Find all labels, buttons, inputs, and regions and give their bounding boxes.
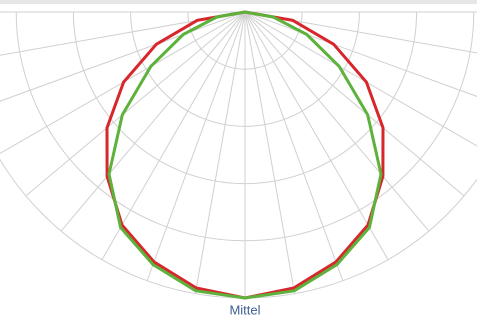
grid-spoke: [244, 11, 344, 281]
grid-spoke: [244, 11, 477, 147]
grid-spoke: [25, 11, 246, 197]
grid-spoke: [244, 11, 389, 260]
grid-ring: [0, 158, 477, 299]
grid-spoke: [146, 11, 246, 281]
grid-spoke: [244, 11, 465, 197]
grid-spoke: [101, 11, 246, 260]
grid-spoke: [194, 11, 246, 294]
grid-spoke: [60, 11, 246, 232]
intensity-curve: [107, 10, 383, 300]
grid-spoke: [244, 11, 477, 97]
grid-spoke: [0, 11, 246, 102]
grid-spoke: [244, 11, 296, 294]
grid-spoke: [244, 11, 430, 232]
chart-label: Mittel: [229, 302, 260, 317]
top-bar: [0, 0, 477, 4]
grid-spoke: [0, 11, 246, 155]
